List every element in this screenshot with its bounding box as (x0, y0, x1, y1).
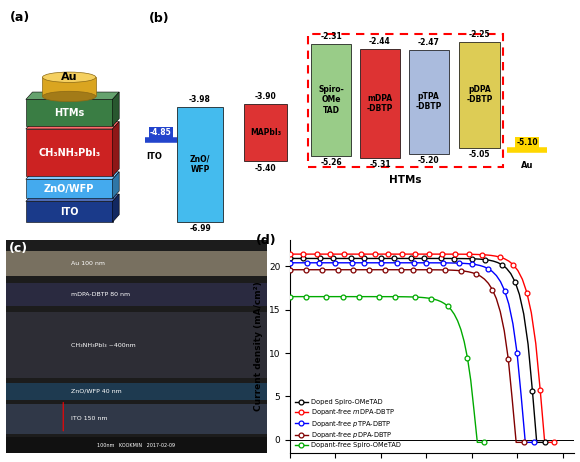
Text: (b): (b) (149, 12, 170, 24)
Ellipse shape (42, 72, 96, 82)
Text: -5.26: -5.26 (321, 158, 342, 167)
Text: CH₃NH₃PbI₃ ~400nm: CH₃NH₃PbI₃ ~400nm (71, 343, 136, 348)
Polygon shape (26, 99, 113, 126)
Bar (360, 49, 400, 158)
Bar (6, 251, 267, 276)
Text: (d): (d) (256, 234, 277, 247)
Text: -2.47: -2.47 (418, 38, 440, 47)
Text: MAPbI₃: MAPbI₃ (250, 128, 281, 137)
Polygon shape (113, 92, 119, 126)
Legend: Doped Spiro-OMeTAD, Dopant-free $m$DPA-DBTP, Dopant-free $p$TPA-DBTP, Dopant-fre: Doped Spiro-OMeTAD, Dopant-free $m$DPA-D… (293, 398, 403, 450)
Text: ITO: ITO (146, 152, 162, 161)
Polygon shape (26, 194, 119, 201)
Text: pTPA
-DBTP: pTPA -DBTP (415, 92, 442, 111)
Text: -3.90: -3.90 (255, 92, 277, 101)
Text: HTMs: HTMs (54, 108, 84, 118)
Bar (245, 104, 287, 161)
Text: -5.40: -5.40 (255, 164, 277, 172)
Polygon shape (42, 77, 96, 97)
Bar (6, 283, 267, 306)
Text: Au 100 nm: Au 100 nm (71, 261, 105, 266)
Ellipse shape (42, 91, 96, 102)
Text: mDPA
-DBTP: mDPA -DBTP (367, 94, 393, 113)
Polygon shape (26, 92, 119, 99)
Text: -5.20: -5.20 (418, 156, 440, 165)
Bar (6, 404, 267, 434)
Text: -3.98: -3.98 (189, 95, 211, 104)
Text: CH₃NH₃PbI₃: CH₃NH₃PbI₃ (38, 148, 100, 158)
Bar (6, 437, 267, 453)
Text: -2.44: -2.44 (369, 36, 391, 46)
Text: ZnO/WFP: ZnO/WFP (44, 184, 95, 194)
Text: Spiro-
OMe
TAD: Spiro- OMe TAD (318, 85, 344, 115)
Text: -2.31: -2.31 (320, 32, 342, 41)
Text: ZnO/
WFP: ZnO/ WFP (190, 155, 210, 174)
Y-axis label: Current density (mA/cm²): Current density (mA/cm²) (254, 282, 263, 411)
Text: -5.10: -5.10 (516, 138, 538, 147)
Polygon shape (26, 129, 113, 176)
Text: 100nm   KOOKMIN   2017-02-09: 100nm KOOKMIN 2017-02-09 (97, 443, 175, 448)
Bar (177, 107, 223, 222)
Text: -6.99: -6.99 (189, 224, 211, 233)
Bar (308, 34, 503, 167)
Text: mDPA-DBTP 80 nm: mDPA-DBTP 80 nm (71, 292, 130, 297)
Text: (c): (c) (8, 243, 27, 255)
Bar (6, 312, 267, 378)
Polygon shape (26, 201, 113, 222)
Text: Au: Au (61, 72, 77, 82)
Polygon shape (26, 172, 119, 179)
Text: ITO: ITO (60, 207, 78, 217)
Text: -4.85: -4.85 (150, 128, 172, 137)
Text: -5.31: -5.31 (369, 160, 391, 169)
Bar (459, 42, 499, 148)
Polygon shape (26, 122, 119, 129)
Text: ITO 150 nm: ITO 150 nm (71, 416, 107, 421)
Polygon shape (113, 194, 119, 222)
Polygon shape (113, 122, 119, 176)
Text: HTMs: HTMs (389, 175, 422, 184)
Polygon shape (113, 172, 119, 199)
Text: Au: Au (521, 161, 534, 170)
Text: (a): (a) (10, 12, 30, 24)
Text: pDPA
-DBTP: pDPA -DBTP (466, 85, 492, 104)
Text: -5.05: -5.05 (469, 150, 490, 159)
Bar (311, 44, 351, 156)
Bar (408, 50, 449, 154)
Polygon shape (26, 179, 113, 199)
Bar (6, 383, 267, 400)
Text: ZnO/WFP 40 nm: ZnO/WFP 40 nm (71, 389, 122, 394)
Text: -2.25: -2.25 (469, 30, 490, 38)
